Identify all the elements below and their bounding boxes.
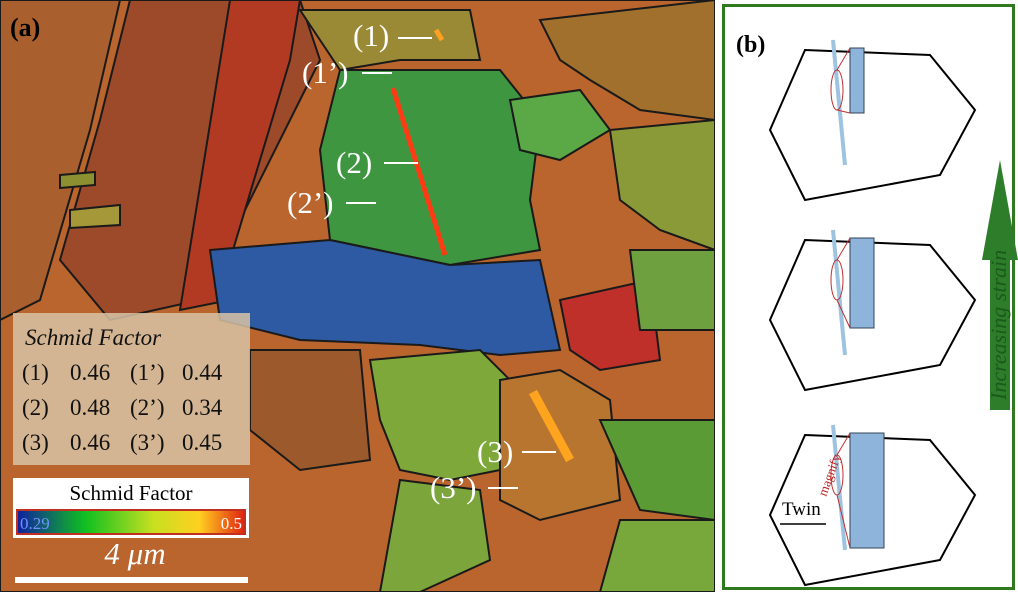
table-cell: (2) (22, 395, 49, 420)
scale-bar-label: 4 μm (104, 536, 165, 571)
panel-label: (b) (736, 32, 765, 58)
marker-label: (2’) (287, 185, 333, 220)
twin-label: Twin (782, 499, 821, 520)
table-cell: 0.44 (182, 360, 223, 385)
twin-magnified (850, 48, 864, 113)
table-cell: 0.46 (70, 360, 110, 385)
marker-label: (3’) (430, 470, 476, 505)
panel-label: (a) (10, 13, 40, 42)
colorbar-title: Schmid Factor (69, 481, 192, 505)
scale-bar (15, 577, 248, 583)
table-cell: (3) (22, 430, 49, 455)
marker-label: (2) (336, 145, 372, 180)
table-cell: 0.34 (182, 395, 223, 420)
table-cell: 0.45 (182, 430, 222, 455)
twin-magnified (850, 433, 884, 548)
figure: (a) (1)(1’)(2)(2’)(3)(3’) Schmid Factor(… (0, 0, 1018, 592)
colorbar-max: 0.5 (221, 514, 242, 533)
table-title: Schmid Factor (25, 325, 162, 350)
twin-magnified (850, 238, 874, 328)
table-cell: 0.46 (70, 430, 110, 455)
table-cell: (1’) (130, 360, 164, 385)
marker-label: (3) (477, 434, 513, 469)
marker-label: (1’) (302, 55, 348, 90)
table-cell: (2’) (130, 395, 164, 420)
strain-label: Increasing strain (986, 250, 1011, 401)
colorbar (17, 510, 245, 534)
table-cell: 0.48 (70, 395, 110, 420)
colorbar-min: 0.29 (20, 514, 50, 533)
marker-label: (1) (353, 18, 389, 53)
table-cell: (3’) (130, 430, 164, 455)
table-cell: (1) (22, 360, 49, 385)
